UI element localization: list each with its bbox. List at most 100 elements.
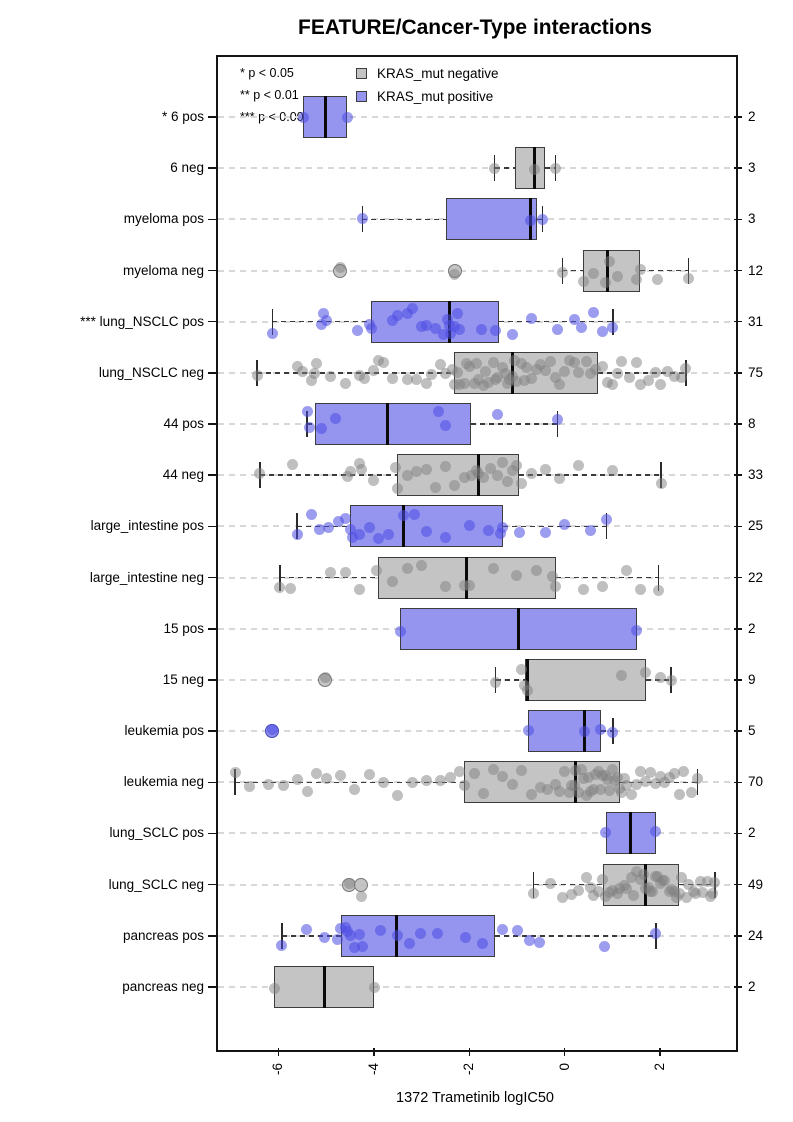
- data-point: [518, 374, 530, 386]
- row-label: lung_SCLC pos: [109, 825, 204, 841]
- whisker-cap-high: [687, 257, 690, 284]
- row-tick-left: [208, 116, 216, 118]
- data-point: [344, 465, 356, 477]
- data-point: [623, 371, 635, 383]
- significance-legend-1: * p < 0.05: [240, 66, 294, 80]
- row-tick-right: [734, 218, 742, 221]
- median-line: [323, 96, 327, 138]
- data-point: [485, 462, 497, 474]
- box: [528, 710, 601, 753]
- data-point: [661, 365, 673, 377]
- data-point: [606, 465, 618, 477]
- data-point: [437, 328, 449, 340]
- whisker-cap-low: [281, 922, 283, 949]
- data-point: [284, 582, 296, 594]
- data-point: [650, 927, 662, 939]
- row-tick-right: [734, 832, 742, 835]
- data-point: [306, 508, 318, 520]
- data-point: [377, 776, 389, 788]
- box: [514, 147, 546, 190]
- whisker-line-high: [502, 525, 607, 528]
- box: [446, 198, 537, 241]
- data-point: [592, 885, 604, 897]
- data-point: [368, 981, 380, 993]
- whisker-line-low: [281, 935, 341, 937]
- data-point: [414, 927, 426, 939]
- row-count: 8: [748, 416, 756, 432]
- x-tick: [468, 1048, 471, 1056]
- data-point: [506, 328, 518, 340]
- chart-title: FEATURE/Cancer-Type interactions: [298, 16, 652, 39]
- row-count: 33: [748, 467, 764, 483]
- data-point: [695, 875, 707, 887]
- data-point: [585, 524, 597, 536]
- data-point: [665, 674, 677, 686]
- median-line: [516, 607, 520, 650]
- data-point: [296, 365, 308, 377]
- data-point: [611, 367, 623, 379]
- row-count: 2: [748, 620, 756, 636]
- data-point: [607, 322, 619, 334]
- median-line: [401, 505, 405, 548]
- data-point: [575, 764, 587, 776]
- data-point: [580, 356, 592, 368]
- row-tick-right: [734, 986, 742, 988]
- data-point: [334, 769, 346, 781]
- data-point: [449, 480, 461, 492]
- data-point: [382, 529, 394, 541]
- data-point: [444, 328, 456, 340]
- data-point: [664, 772, 676, 784]
- data-point: [439, 420, 451, 432]
- row-label: 44 pos: [163, 416, 204, 432]
- row-count: 22: [748, 569, 764, 585]
- data-point: [621, 883, 633, 895]
- row-count: 75: [748, 364, 764, 380]
- box: [524, 658, 646, 701]
- data-point: [425, 369, 437, 381]
- data-point: [540, 463, 552, 475]
- data-point: [637, 869, 649, 881]
- data-point: [459, 932, 471, 944]
- data-point: [702, 875, 714, 887]
- data-point: [659, 875, 671, 887]
- data-point: [635, 263, 647, 275]
- data-point: [516, 764, 528, 776]
- row-tick-left: [208, 269, 216, 272]
- data-point: [525, 788, 537, 800]
- data-point: [368, 365, 380, 377]
- data-point: [497, 770, 509, 782]
- data-point: [647, 886, 659, 897]
- median-line: [606, 249, 610, 292]
- data-point: [459, 471, 470, 483]
- data-point: [432, 405, 444, 417]
- data-point: [411, 373, 423, 385]
- data-point: [585, 881, 597, 893]
- data-point: [501, 476, 513, 488]
- data-point: [618, 772, 630, 784]
- data-point: [678, 766, 690, 778]
- data-point: [595, 723, 607, 735]
- data-point: [266, 723, 278, 735]
- data-point: [356, 941, 368, 953]
- data-point: [355, 891, 367, 903]
- row-tick-right: [734, 372, 742, 374]
- row-count: 2: [748, 109, 756, 124]
- data-point: [389, 461, 401, 473]
- data-point: [594, 784, 606, 796]
- data-point: [482, 525, 494, 537]
- data-point: [604, 784, 616, 796]
- data-point: [554, 378, 566, 390]
- data-point: [416, 560, 428, 572]
- data-point: [537, 213, 549, 225]
- data-point: [487, 563, 499, 575]
- data-point: [673, 888, 685, 900]
- data-point: [570, 764, 582, 776]
- data-point: [451, 307, 463, 319]
- data-point: [654, 672, 666, 684]
- data-point: [319, 672, 331, 684]
- data-point: [559, 765, 571, 777]
- data-point: [544, 355, 556, 367]
- data-point: [616, 787, 628, 799]
- data-point: [320, 315, 332, 327]
- gridline: [218, 678, 732, 681]
